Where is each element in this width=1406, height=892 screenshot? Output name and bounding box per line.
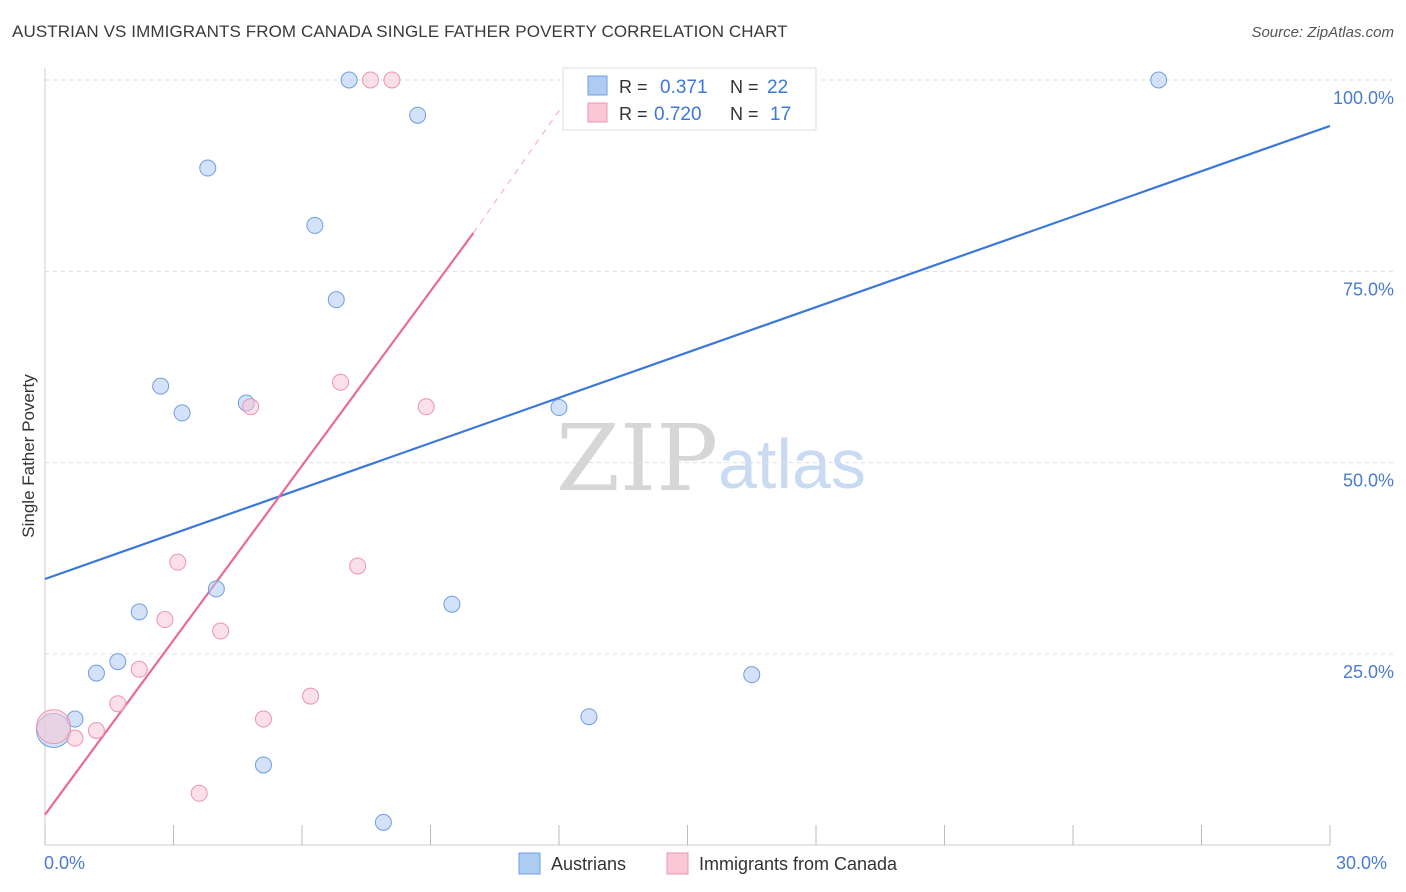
austrians-point-6 [173,404,191,422]
austrians-point-8 [207,580,225,598]
stats-legend-n-label-2: N = [730,104,759,124]
trend-lines [44,79,1331,816]
canada-point-4 [130,660,148,678]
y-tick-label-100: 100.0% [1333,88,1394,108]
y-axis-title: Single Father Poverty [19,374,38,538]
austrians-point-4 [130,603,148,621]
austrians-point-2 [87,664,105,682]
canada-point-16 [417,398,435,416]
x-tick-label-max: 30.0% [1336,853,1387,873]
austrians-point-11 [306,216,324,234]
canada-point-15 [383,71,401,89]
series-legend-swatch-canada [666,852,689,875]
stats-legend-n-value-1: 22 [767,77,788,98]
austrians-point-12 [327,291,345,309]
stats-legend-n-label-1: N = [730,77,759,97]
data-points [36,71,1168,831]
austrians-point-15 [409,106,427,124]
source-label: Source: ZipAtlas.com [1251,24,1394,41]
austrians-point-5 [152,377,170,395]
series-legend-label-austrians: Austrians [551,854,626,874]
austrians-point-20 [1150,71,1168,89]
y-tick-label-75: 75.0% [1343,279,1394,299]
austrians-point-19 [743,666,761,684]
stats-legend-r-value-1: 0.371 [660,77,708,98]
austrians-point-7 [199,159,217,177]
austrians-point-10 [254,756,272,774]
x-ticks [44,825,1331,845]
canada-point-14 [362,71,380,89]
canada-point-11 [302,687,320,705]
watermark-atlas: atlas [718,425,866,503]
stats-legend-r-label-1: R = [619,77,648,97]
series-legend-swatch-austrians [518,852,541,875]
canada-point-0 [36,709,72,745]
series-legend-label-canada: Immigrants from Canada [699,854,898,874]
y-tick-label-25: 25.0% [1343,662,1394,682]
canada-point-7 [190,784,208,802]
austrians-point-13 [340,71,358,89]
canada-point-3 [109,695,127,713]
watermark-zip: ZIP [556,405,718,512]
canada-point-5 [156,611,174,629]
stats-legend-n-value-2: 17 [770,104,791,125]
canada-point-13 [349,557,367,575]
stats-legend-swatch-canada [587,102,608,123]
x-tick-label-min: 0.0% [44,853,85,873]
stats-legend: R = 0.371 N = 22 R = 0.720 N = 17 [562,67,817,131]
gridlines [45,79,1394,655]
austrians-trend-line [44,124,1331,581]
austrians-point-18 [580,708,598,726]
canada-point-12 [332,373,350,391]
stats-legend-r-label-2: R = [619,104,648,124]
canada-trend-line [44,232,475,816]
canada-point-2 [87,722,105,740]
canada-point-1 [66,729,84,747]
stats-legend-r-value-2: 0.720 [654,104,702,125]
canada-point-8 [212,622,230,640]
austrians-point-16 [443,595,461,613]
y-tick-label-50: 50.0% [1343,471,1394,491]
stats-legend-swatch-austrians [587,75,608,96]
austrians-point-3 [109,653,127,671]
austrians-point-17 [550,399,568,417]
canada-point-6 [169,553,187,571]
chart-title: AUSTRIAN VS IMMIGRANTS FROM CANADA SINGL… [12,22,788,41]
canada-point-10 [254,710,272,728]
series-legend: Austrians Immigrants from Canada [518,852,898,875]
canada-point-9 [242,398,260,416]
austrians-point-14 [374,813,392,831]
y-tick-labels: 25.0% 50.0% 75.0% 100.0% [1333,88,1394,682]
